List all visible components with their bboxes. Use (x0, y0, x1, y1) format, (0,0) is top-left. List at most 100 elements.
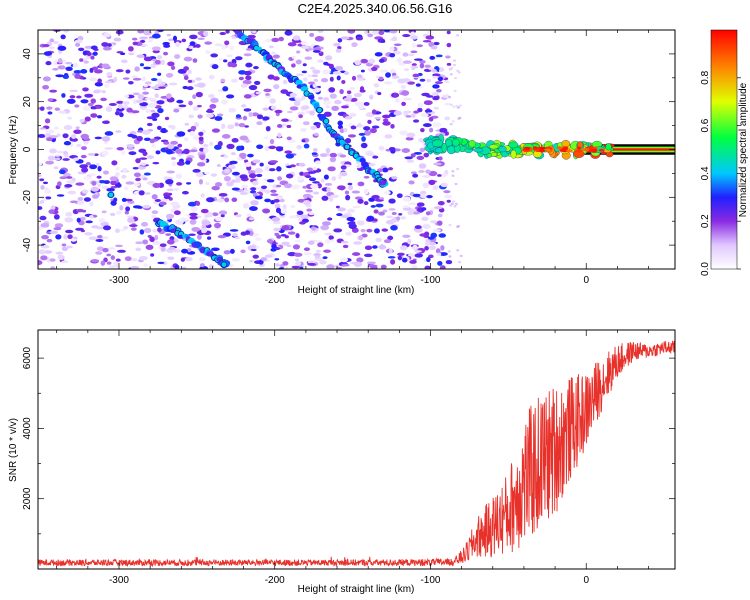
spectrogram-noise-cell (360, 58, 369, 64)
spectrogram-noise-cell (38, 134, 46, 139)
spectrogram-noise-cell (163, 141, 170, 145)
spectrogram-noise-cell (89, 77, 97, 82)
spectrogram-noise-cell (410, 171, 417, 175)
y-tick-label: 4000 (22, 417, 33, 440)
spectrogram-noise-cell (159, 243, 167, 247)
spectrogram-noise-cell (119, 205, 124, 211)
spectrogram-noise-cell (390, 259, 396, 265)
spectrogram-noise-cell (410, 208, 417, 212)
spectrogram-noise-cell (160, 59, 165, 66)
spectrogram-noise-cell (195, 77, 202, 81)
spectrogram-noise-cell (426, 256, 431, 263)
spectrogram-noise-cell (107, 247, 116, 250)
spectrogram-noise-cell (119, 112, 124, 118)
spectrogram-noise-cell (208, 264, 215, 269)
spectrogram-noise-cell (428, 116, 434, 122)
spectrogram-noise-cell (114, 111, 120, 116)
carrier-blob (468, 139, 476, 148)
spectrogram-noise-cell (101, 120, 110, 125)
spectrogram-noise-cell (200, 193, 205, 198)
spectrogram-noise-cell (65, 245, 73, 249)
spectrogram-noise-cell (357, 198, 364, 204)
spectrogram-noise-cell (256, 144, 264, 149)
spectrogram-noise-cell (388, 248, 393, 254)
spectrogram-noise-cell (300, 214, 309, 220)
spectrogram-noise-cell (275, 146, 284, 152)
spectrogram-noise-cell (330, 194, 339, 198)
spectrogram-noise-cell (404, 156, 413, 160)
spectrogram-noise-cell (73, 69, 82, 74)
spectrogram-noise-cell (103, 46, 112, 51)
spectrogram-noise-cell (311, 74, 319, 78)
spectrogram-noise-cell (391, 211, 397, 216)
spectrogram-noise-cell (349, 220, 356, 226)
spectrogram-noise-cell (270, 189, 277, 193)
spectrogram-noise-cell (230, 152, 236, 156)
x-tick-label: -300 (109, 575, 129, 586)
spectrogram-noise-cell (122, 101, 130, 105)
spectrogram-noise-cell (131, 110, 140, 114)
spectrogram-noise-cell (275, 263, 280, 267)
spectrogram-noise-cell (136, 54, 145, 58)
spectrogram-noise-cell (337, 207, 346, 212)
spectrogram-noise-cell (163, 176, 170, 179)
spectrogram-noise-cell (414, 253, 423, 258)
spectrogram-noise-cell (209, 104, 217, 109)
spectrogram-noise-cell (166, 213, 175, 219)
spectrogram-noise-cell (395, 216, 401, 221)
spectrogram-noise-cell (325, 147, 331, 153)
spectrogram-noise-cell (42, 85, 50, 90)
spectrogram-noise-cell (157, 107, 164, 114)
spectrogram-noise-cell (103, 84, 110, 88)
spectrogram-noise-cell (132, 205, 142, 209)
spectrogram-noise-cell (451, 170, 455, 173)
spectrogram-noise-cell (449, 122, 453, 126)
spectrogram-noise-cell (143, 56, 153, 62)
spectrogram-noise-cell (73, 129, 82, 134)
snr-x-axis-label: Height of straight line (km) (298, 584, 415, 595)
spectrogram-noise-cell (211, 247, 220, 252)
spectrogram-noise-cell (307, 171, 317, 174)
spectrogram-noise-cell (245, 62, 253, 68)
spectrogram-noise-cell (317, 242, 324, 248)
spectrogram-noise-cell (76, 95, 82, 99)
spectrogram-noise-cell (273, 199, 280, 203)
spectrogram-noise-cell (336, 213, 343, 217)
spectrogram-noise-cell (132, 41, 139, 46)
spectrogram-noise-cell (428, 179, 436, 186)
spectrogram-noise-cell (337, 174, 342, 180)
spectrogram-noise-cell (152, 49, 160, 54)
spectrogram-noise-cell (75, 182, 85, 186)
spectrogram-noise-cell (343, 127, 348, 133)
spectrogram-noise-cell (151, 144, 156, 148)
spectrogram-noise-cell (312, 50, 321, 53)
spectrogram-noise-cell (74, 39, 83, 44)
spectrogram-noise-cell (109, 212, 116, 216)
spectrogram-noise-cell (286, 124, 292, 129)
spectrogram-noise-cell (56, 194, 65, 197)
spectrogram-noise-cell (103, 141, 109, 144)
spectrogram-noise-cell (71, 133, 77, 139)
spectrogram-noise-cell (310, 125, 317, 130)
spectrogram-noise-cell (175, 148, 183, 154)
spectrogram-noise-cell (329, 93, 337, 99)
spectrogram-noise-cell (286, 136, 292, 141)
spectrogram-noise-cell (418, 137, 425, 143)
spectrogram-noise-cell (39, 199, 45, 204)
spectrogram-noise-cell (74, 73, 81, 80)
spectrogram-noise-cell (380, 264, 387, 269)
spectrogram-noise-cell (141, 221, 149, 227)
spectrogram-noise-cell (248, 84, 258, 91)
spectrogram-noise-cell (308, 195, 314, 199)
spectrogram-noise-cell (201, 129, 207, 134)
spectrogram-noise-cell (264, 189, 271, 194)
spectrogram-noise-cell (143, 30, 152, 36)
spectrogram-noise-cell (125, 206, 131, 212)
spectrogram-noise-cell (431, 75, 439, 79)
spectrogram-noise-cell (96, 183, 102, 188)
spectrogram-noise-cell (268, 168, 276, 172)
spectrogram-noise-cell (336, 75, 341, 81)
spectrogram-noise-cell (416, 202, 425, 207)
spectrogram-noise-cell (79, 216, 86, 221)
spectrogram-noise-cell (61, 243, 67, 247)
